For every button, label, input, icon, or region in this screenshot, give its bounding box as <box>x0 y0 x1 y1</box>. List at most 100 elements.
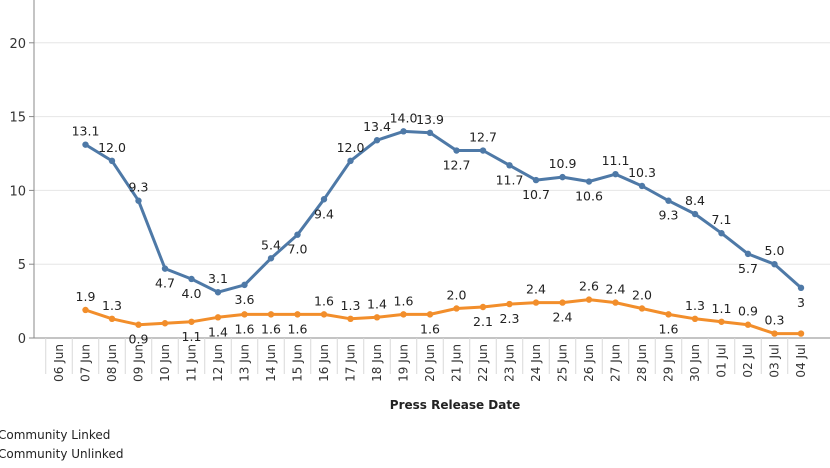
x-tick-label: 11 Jun <box>185 344 199 382</box>
data-label: 1.3 <box>102 298 122 313</box>
data-label: 5.0 <box>765 243 785 258</box>
data-label: 1.3 <box>341 298 361 313</box>
data-label: 2.1 <box>473 314 493 329</box>
x-tick-label: 01 Jul <box>715 344 729 378</box>
data-point <box>267 255 275 262</box>
data-point <box>665 197 672 204</box>
data-point <box>82 141 89 148</box>
data-label: 7.1 <box>712 212 732 227</box>
x-tick-label: 30 Jun <box>688 344 702 382</box>
data-point <box>347 315 354 323</box>
data-point <box>718 230 725 237</box>
x-tick-label: 12 Jun <box>211 344 225 382</box>
x-tick-label: 25 Jun <box>556 344 570 382</box>
data-point <box>400 128 407 135</box>
x-tick-label: 26 Jun <box>582 344 596 382</box>
x-tick-label: 22 Jun <box>476 344 490 382</box>
x-tick-label: 17 Jun <box>344 344 358 382</box>
data-label: 0.3 <box>765 313 785 328</box>
data-labels: 13.112.09.34.74.03.13.65.4 7.09.412.013.4… <box>72 110 805 346</box>
data-point <box>241 281 248 289</box>
data-point <box>665 311 672 318</box>
data-label: 2.4 <box>606 282 626 297</box>
data-point <box>214 289 222 296</box>
data-label: 12.7 <box>443 158 471 173</box>
data-label: 13.1 <box>72 124 100 139</box>
data-label: 10.9 <box>549 156 577 171</box>
legend-item-community-linked: Community Linked <box>0 428 111 442</box>
data-point <box>267 311 275 318</box>
data-label: 9.4 <box>314 206 334 221</box>
data-point <box>294 311 301 318</box>
data-point <box>373 137 381 144</box>
data-label: 10.3 <box>628 165 656 180</box>
series-line-community-linked <box>84 129 802 294</box>
data-label: 0.9 <box>738 304 758 319</box>
data-point <box>612 299 619 306</box>
data-label: 1.6 <box>314 293 334 308</box>
data-label: 2.4 <box>526 282 546 297</box>
x-tick-label: 24 Jun <box>529 344 543 382</box>
data-point <box>585 178 593 185</box>
data-label: 4.0 <box>182 286 202 301</box>
x-tick-label: 15 Jun <box>291 344 305 382</box>
data-label: 9.3 <box>659 208 679 223</box>
data-label: 1.4 <box>208 324 228 339</box>
data-label: 1.6 <box>394 293 414 308</box>
data-label: 1.3 <box>685 298 705 313</box>
x-axis-title: Press Release Date <box>390 398 520 412</box>
data-point <box>797 330 805 337</box>
x-tick-label: 23 Jun <box>503 344 517 382</box>
x-axis: 06 Jun 07 Jun 08 Jun 09 Jun 10 Jun 11 Jun 12 J… <box>34 337 830 382</box>
data-point <box>108 315 116 323</box>
data-point <box>532 176 540 184</box>
data-point <box>585 296 593 303</box>
x-tick-label: 18 Jun <box>370 344 384 382</box>
data-label: 1.1 <box>182 329 202 344</box>
y-tick-label: 0 <box>18 332 26 347</box>
x-tick-label: 14 Jun <box>264 344 278 382</box>
data-label: 1.6 <box>659 321 679 336</box>
data-label: 1.4 <box>367 296 387 311</box>
data-point <box>771 330 778 337</box>
data-label: 0.9 <box>129 332 149 347</box>
legend-item-community-unlinked: Community Unlinked <box>0 447 124 461</box>
data-point <box>347 157 354 165</box>
x-tick-label: 07 Jun <box>79 344 93 382</box>
x-tick-label: 09 Jun <box>132 344 146 382</box>
data-label: 5.4 <box>261 237 281 252</box>
data-label: 1.1 <box>712 301 732 316</box>
data-point <box>506 300 513 308</box>
data-label: 2.0 <box>447 287 467 302</box>
y-tick-label: 10 <box>9 184 26 199</box>
data-point <box>188 318 195 325</box>
data-label: 1.6 <box>235 321 255 336</box>
series-lines <box>82 128 805 337</box>
data-point <box>214 314 222 321</box>
series-line-community-unlinked <box>85 298 801 336</box>
x-tick-label: 06 Jun <box>52 344 66 382</box>
data-point <box>506 162 513 169</box>
data-label: 14.0 <box>390 110 418 125</box>
x-tick-label: 29 Jun <box>662 344 676 382</box>
data-label: 4.7 <box>155 276 175 291</box>
data-point <box>294 231 301 238</box>
data-label: 5.7 <box>738 261 758 276</box>
data-label: 2.3 <box>500 311 520 326</box>
data-point <box>108 157 116 165</box>
data-point <box>241 311 248 318</box>
data-point <box>771 261 778 268</box>
data-label: 2.6 <box>579 279 599 294</box>
data-point <box>400 311 407 318</box>
y-tick-label: 20 <box>9 37 26 52</box>
data-point <box>691 210 699 218</box>
y-tick-label: 5 <box>18 258 26 273</box>
data-label: 1.9 <box>76 289 96 304</box>
data-label: 11.7 <box>496 172 524 187</box>
data-point <box>373 314 381 321</box>
data-point <box>453 305 460 312</box>
data-label: 12.0 <box>98 140 126 155</box>
data-point <box>691 315 699 323</box>
data-label: 2.0 <box>632 287 652 302</box>
data-label: 3 <box>797 295 805 310</box>
